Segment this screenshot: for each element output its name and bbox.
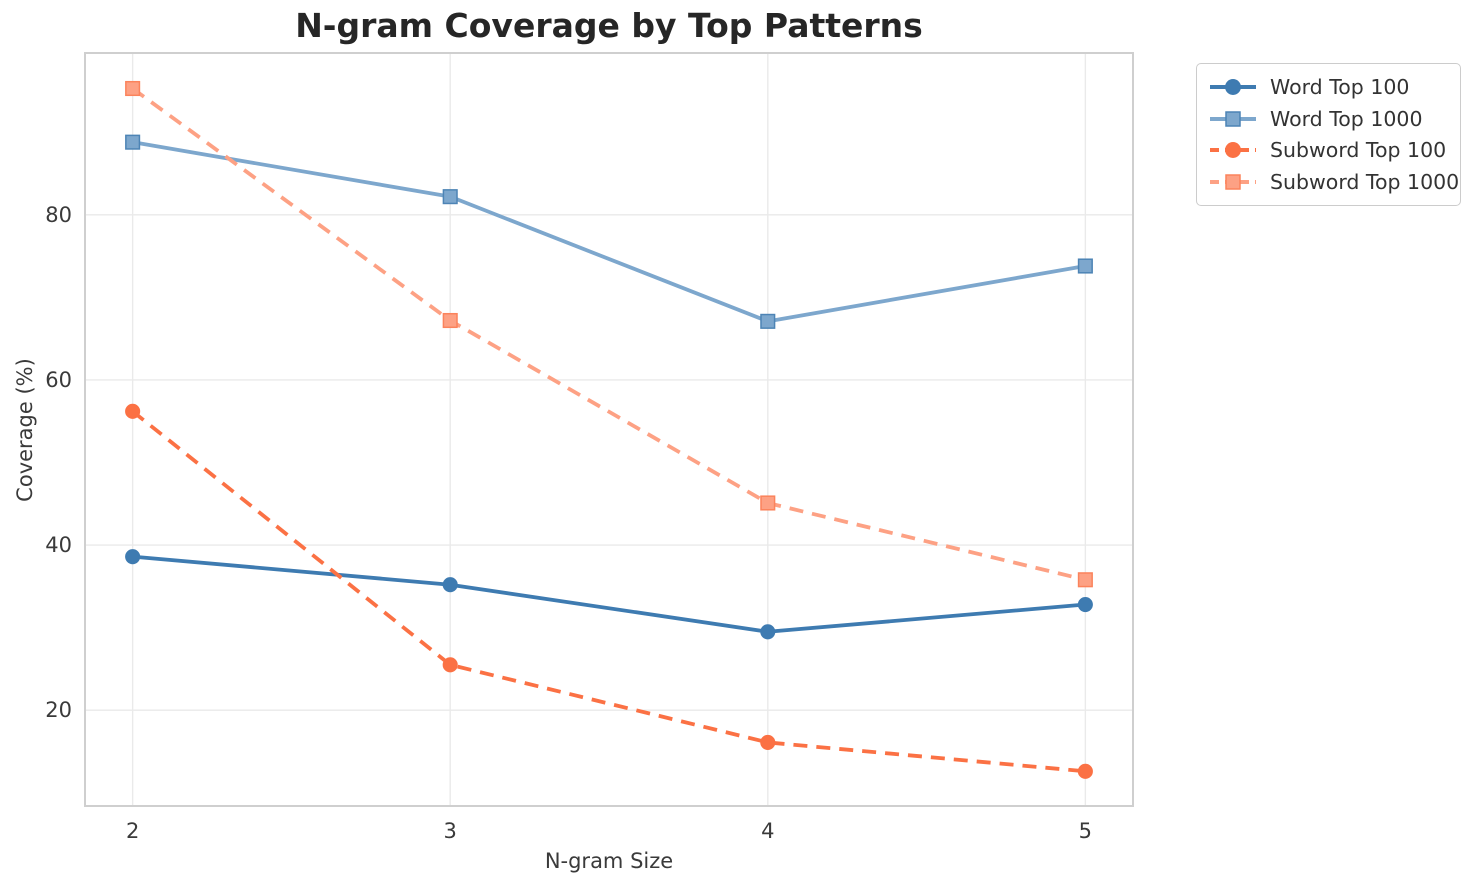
- legend-label: Subword Top 1000: [1270, 170, 1460, 195]
- legend-label: Subword Top 100: [1270, 138, 1447, 163]
- data-point-subword-top-1000: [760, 495, 776, 511]
- y-tick-label: 40: [45, 533, 72, 557]
- chart-title: N-gram Coverage by Top Patterns: [295, 6, 923, 45]
- series-line-subword-top-100: [131, 409, 1086, 774]
- data-point-word-top-100: [760, 624, 776, 640]
- legend-label: Word Top 1000: [1270, 106, 1423, 131]
- data-point-word-top-1000: [1077, 258, 1093, 274]
- data-point-subword-top-1000: [442, 312, 458, 329]
- x-tick-label: 2: [126, 819, 139, 843]
- legend-item-word-top-1000: Word Top 1000: [1209, 103, 1448, 134]
- data-point-subword-top-100: [442, 657, 458, 673]
- legend-marker-icon: [1225, 142, 1241, 159]
- series-line-subword-top-1000: [131, 86, 1086, 582]
- data-point-subword-top-100: [1077, 763, 1093, 779]
- legend-item-subword-top-100: Subword Top 100: [1209, 135, 1448, 166]
- legend-label: Word Top 100: [1270, 74, 1410, 99]
- data-point-word-top-100: [125, 549, 141, 565]
- legend-line-sample-icon: [1210, 110, 1256, 127]
- legend-line-sample-icon: [1210, 174, 1256, 190]
- x-tick-label: 5: [1079, 819, 1092, 843]
- series-line-word-top-100: [132, 554, 1086, 634]
- legend-marker-icon: [1225, 174, 1241, 190]
- data-point-subword-top-100: [125, 403, 141, 419]
- x-tick-label: 3: [444, 819, 457, 843]
- y-tick-label: 20: [45, 698, 72, 722]
- y-tick-label: 80: [45, 203, 72, 227]
- data-point-subword-top-1000: [125, 80, 141, 97]
- plot-border: [84, 52, 1134, 807]
- legend-line-sample-icon: [1210, 142, 1256, 159]
- data-point-word-top-1000: [125, 134, 141, 150]
- data-point-subword-top-1000: [1077, 572, 1093, 588]
- legend-item-subword-top-1000: Subword Top 1000: [1209, 167, 1459, 198]
- y-axis-label: Coverage (%): [13, 358, 37, 502]
- legend-item-word-top-100: Word Top 100: [1209, 71, 1448, 102]
- legend-marker-icon: [1225, 78, 1241, 95]
- x-tick-label: 4: [761, 819, 774, 843]
- data-point-word-top-100: [442, 577, 458, 593]
- legend-marker-icon: [1225, 110, 1241, 127]
- legend: Word Top 100 Word Top 1000 Subword Top 1…: [1196, 63, 1461, 206]
- x-axis-label: N-gram Size: [544, 849, 674, 873]
- data-point-word-top-1000: [442, 189, 458, 205]
- data-point-word-top-1000: [760, 313, 776, 329]
- data-point-word-top-100: [1077, 596, 1093, 613]
- y-tick-label: 60: [45, 368, 72, 392]
- legend-line-sample-icon: [1210, 78, 1256, 95]
- series-line-word-top-1000: [132, 140, 1086, 324]
- data-point-subword-top-100: [760, 734, 776, 750]
